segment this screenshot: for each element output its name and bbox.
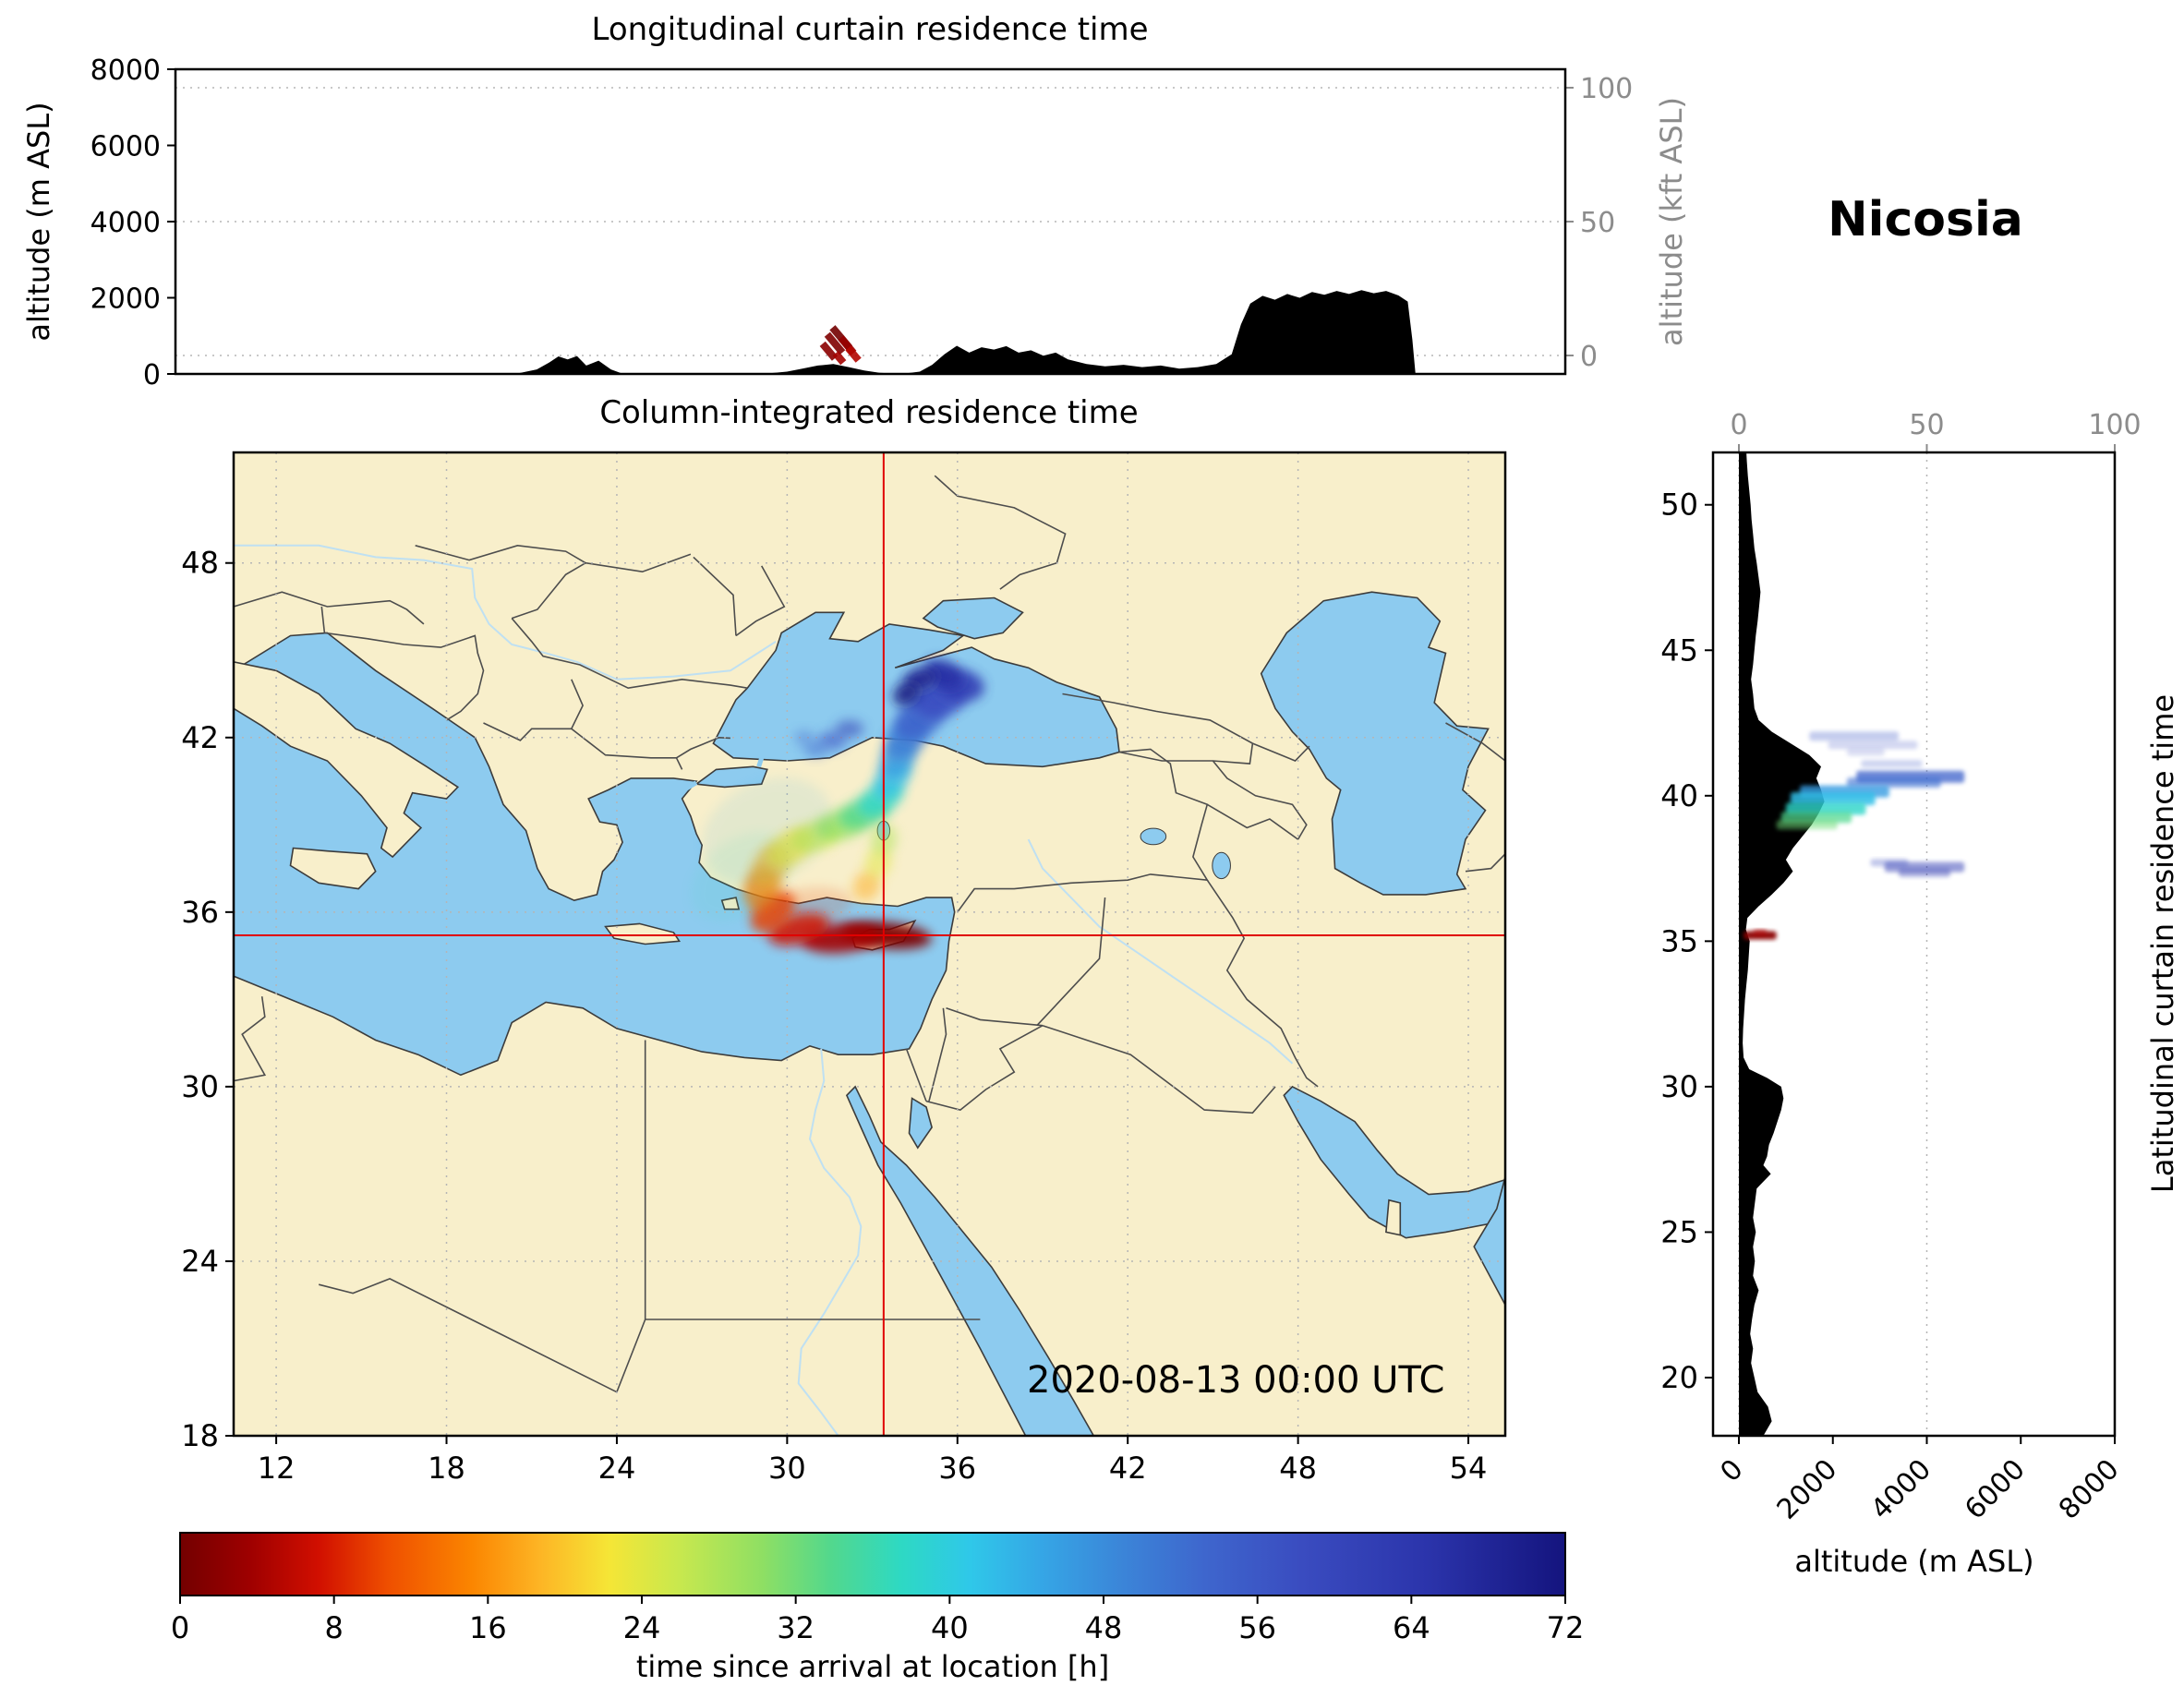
svg-text:72: 72 (1547, 1610, 1585, 1645)
svg-text:0: 0 (1714, 1453, 1749, 1488)
svg-text:8000: 8000 (2053, 1453, 2126, 1526)
svg-text:0: 0 (1730, 409, 1747, 441)
colorbar-label: time since arrival at location [h] (635, 1649, 1110, 1684)
svg-text:20: 20 (1660, 1360, 1698, 1395)
svg-text:36: 36 (181, 895, 219, 930)
svg-text:50: 50 (1660, 488, 1698, 523)
svg-text:45: 45 (1660, 632, 1698, 668)
svg-text:4000: 4000 (1864, 1453, 1937, 1526)
station-title: Nicosia (1828, 192, 2023, 247)
map-datetime: 2020-08-13 00:00 UTC (1027, 1359, 1445, 1402)
svg-text:100: 100 (2088, 409, 2141, 441)
top-right-axis-label: altitude (kft ASL) (1654, 97, 1689, 346)
svg-text:6000: 6000 (90, 131, 161, 163)
svg-text:0: 0 (1580, 341, 1598, 373)
svg-text:54: 54 (1450, 1451, 1488, 1486)
svg-text:50: 50 (1580, 207, 1615, 239)
top-left-axis-label: altitude (m ASL) (21, 102, 56, 342)
svg-text:8: 8 (324, 1610, 343, 1645)
svg-text:4000: 4000 (90, 207, 161, 239)
svg-text:30: 30 (181, 1069, 219, 1104)
svg-text:36: 36 (938, 1451, 976, 1486)
map-title: Column-integrated residence time (599, 394, 1139, 431)
svg-text:12: 12 (258, 1451, 296, 1486)
svg-text:6000: 6000 (1959, 1453, 2032, 1526)
latitudinal-curtain-title: Latitudinal curtain residence time (2145, 693, 2180, 1194)
svg-text:35: 35 (1660, 923, 1698, 958)
svg-text:40: 40 (1660, 778, 1698, 813)
svg-text:48: 48 (181, 546, 219, 581)
svg-text:24: 24 (623, 1610, 661, 1645)
svg-text:16: 16 (469, 1610, 507, 1645)
svg-text:24: 24 (598, 1451, 636, 1486)
svg-text:30: 30 (768, 1451, 806, 1486)
svg-text:50: 50 (1909, 409, 1944, 441)
longitudinal-curtain-title: Longitudinal curtain residence time (591, 11, 1149, 48)
svg-text:0: 0 (143, 359, 161, 391)
svg-text:18: 18 (428, 1451, 465, 1486)
right-panel-xlabel: altitude (m ASL) (1794, 1544, 2034, 1579)
svg-text:100: 100 (1580, 73, 1633, 105)
svg-text:30: 30 (1660, 1069, 1698, 1104)
svg-text:64: 64 (1393, 1610, 1430, 1645)
svg-text:24: 24 (181, 1244, 219, 1279)
svg-text:40: 40 (931, 1610, 969, 1645)
svg-text:2000: 2000 (90, 283, 161, 316)
svg-text:48: 48 (1085, 1610, 1123, 1645)
svg-text:25: 25 (1660, 1214, 1698, 1249)
svg-text:42: 42 (1109, 1451, 1147, 1486)
svg-text:56: 56 (1238, 1610, 1276, 1645)
svg-text:42: 42 (181, 720, 219, 755)
svg-text:48: 48 (1279, 1451, 1317, 1486)
svg-text:32: 32 (777, 1610, 814, 1645)
svg-text:18: 18 (181, 1418, 219, 1453)
svg-text:2000: 2000 (1771, 1453, 1844, 1526)
svg-text:0: 0 (171, 1610, 189, 1645)
svg-text:8000: 8000 (90, 54, 161, 87)
